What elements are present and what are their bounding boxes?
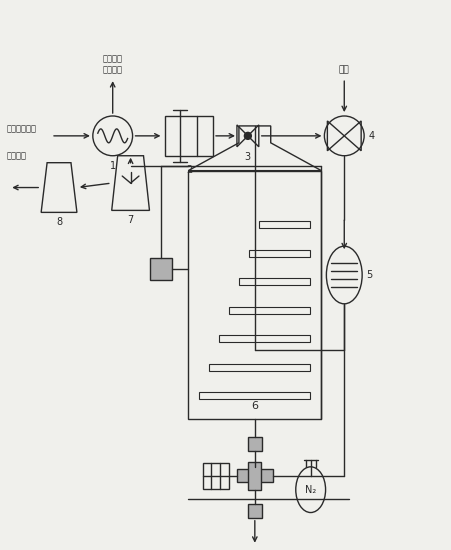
Bar [199,392,310,399]
Bar [239,278,310,285]
Bar [202,463,228,489]
Bar [165,116,212,156]
Text: 4: 4 [367,131,373,141]
Bar [219,336,310,342]
Bar [150,258,172,280]
Bar [188,170,321,419]
Text: 7: 7 [127,216,133,225]
Text: 空气: 空气 [338,65,349,74]
Bar [247,504,261,518]
Text: 8: 8 [56,217,62,227]
Text: 6: 6 [251,401,258,411]
Text: 含苯系物废气: 含苯系物废气 [6,124,36,133]
Bar [247,437,261,451]
Bar [258,221,310,228]
Bar [249,250,310,257]
Text: 大气环境: 大气环境 [6,152,26,161]
Text: 2: 2 [186,164,192,175]
Bar [229,307,310,314]
Text: 3: 3 [244,152,250,162]
Text: 5: 5 [365,270,372,280]
Bar [236,469,272,482]
Text: 1: 1 [110,161,115,170]
Bar [248,461,261,490]
Bar [209,364,310,371]
Text: 剩余热量
回收利用: 剩余热量 回收利用 [102,55,122,74]
Text: N₂: N₂ [304,485,316,494]
Circle shape [244,133,251,139]
